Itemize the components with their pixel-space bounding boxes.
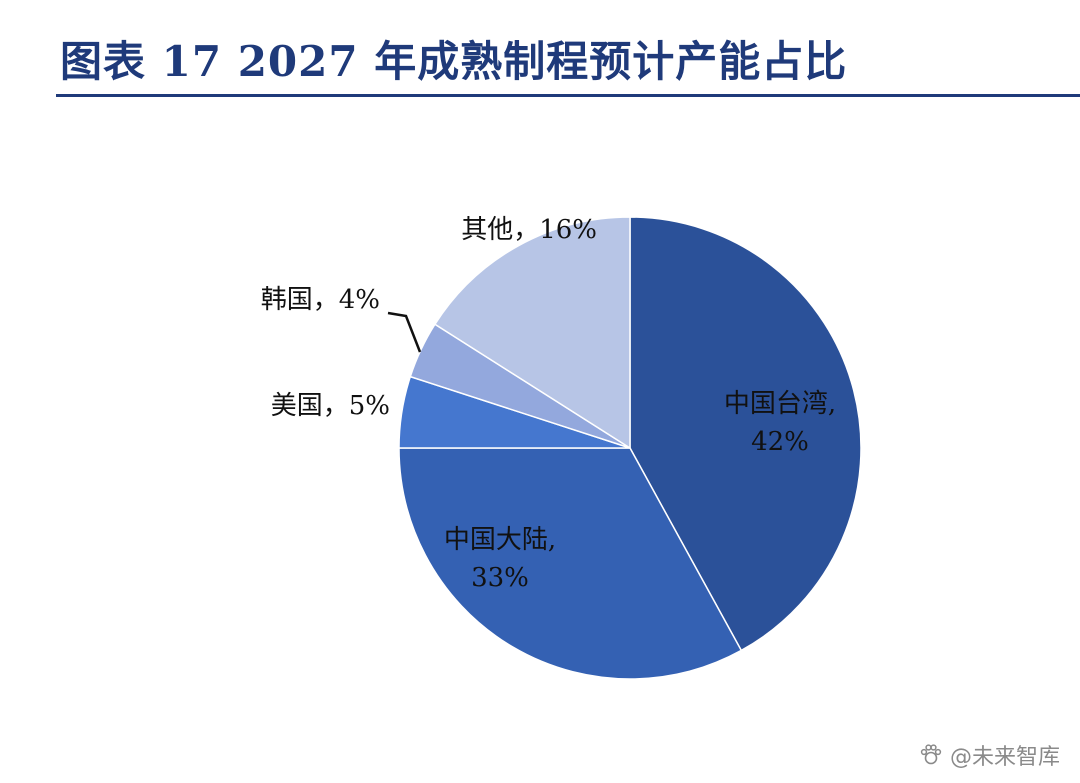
page-title: 图表 17 2027 年成熟制程预计产能占比	[60, 37, 848, 86]
slice-label-1: 中国大陆, 33%	[444, 525, 556, 593]
slice-label-2: 美国，5%	[271, 391, 390, 421]
leader-line-3	[387, 311, 422, 353]
slice-label-3: 韩国，4%	[261, 285, 380, 315]
pie-slice-1	[398, 447, 743, 680]
pie-slice-4	[433, 216, 631, 450]
slice-label-0: 中国台湾, 42%	[724, 389, 836, 457]
watermark: @未来智库	[918, 739, 1060, 771]
title-rule	[56, 94, 1080, 97]
watermark-text: @未来智库	[949, 745, 1060, 770]
paw-icon	[920, 744, 942, 765]
slice-label-4: 其他，16%	[461, 215, 597, 245]
pie-slice-0	[629, 216, 862, 652]
